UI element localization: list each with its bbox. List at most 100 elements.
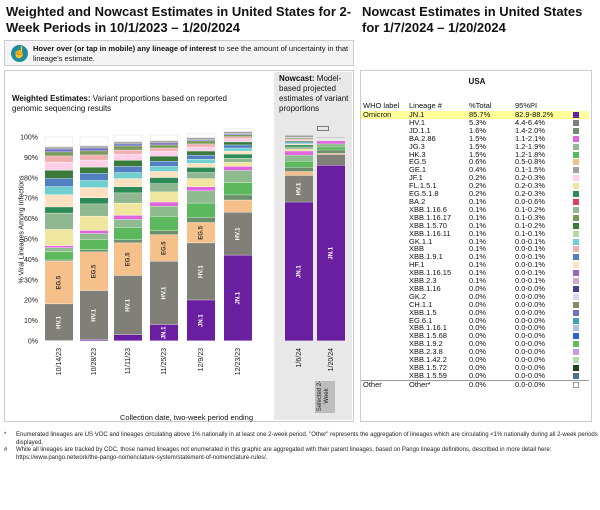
table-row[interactable]: XBB.1.16.11 0.1% 0.1-0.1% bbox=[361, 229, 589, 238]
cell-swatch bbox=[571, 198, 589, 206]
cell-pct: 0.0% bbox=[469, 307, 487, 317]
lineage-color-swatch bbox=[573, 285, 579, 292]
table-row[interactable]: GK.2 0.0% 0.0-0.0% bbox=[361, 291, 589, 301]
selected-period-marker[interactable] bbox=[315, 381, 335, 413]
cell-who bbox=[361, 230, 407, 238]
cell-lineage: GK.2 bbox=[409, 291, 427, 301]
footnote-mark: # bbox=[4, 447, 8, 453]
cell-who bbox=[361, 269, 407, 277]
col-pct-total: %Total bbox=[469, 100, 492, 110]
lineage-color-swatch bbox=[573, 159, 579, 166]
table-row[interactable]: GE.1 0.4% 0.1-1.5% bbox=[361, 166, 589, 174]
table-row[interactable]: XBB.1.5.72 0.0% 0.0-0.0% bbox=[361, 364, 589, 372]
table-row[interactable]: XBB.1.16.6 0.1% 0.1-0.2% bbox=[361, 204, 589, 214]
cell-lineage: GK.1.1 bbox=[409, 236, 433, 246]
nowcast-table-panel: USA WHO label Lineage # %Total 95%PI Omi… bbox=[360, 70, 592, 422]
table-row[interactable]: Omicron JN.1 85.7% 82.9-88.2% bbox=[361, 111, 589, 119]
y-axis-label: % Viral Lineages Among Infections bbox=[18, 175, 26, 284]
cell-lineage: JD.1.1 bbox=[409, 125, 431, 135]
table-row[interactable]: HV.1 5.3% 4.4-6.4% bbox=[361, 119, 589, 127]
table-row[interactable]: XBB.1.9.1 0.1% 0.0-0.1% bbox=[361, 253, 589, 261]
cell-pct: 0.0% bbox=[467, 379, 513, 389]
cell-pi: 0.0-0.1% bbox=[515, 268, 546, 278]
cell-who bbox=[361, 317, 407, 325]
table-row[interactable]: XBB.2.3 0.1% 0.0-0.1% bbox=[361, 277, 589, 285]
table-row[interactable]: EG.5 0.6% 0.5-0.8% bbox=[361, 158, 589, 166]
lineage-color-swatch bbox=[573, 143, 579, 150]
cell-pct: 0.1% bbox=[469, 196, 487, 206]
table-row[interactable]: XBB.1.5.59 0.0% 0.0-0.0% bbox=[361, 370, 589, 380]
cell-lineage: XBB.1.5.72 bbox=[409, 363, 447, 372]
table-row[interactable]: EG.5.1.8 0.2% 0.2-0.3% bbox=[361, 190, 589, 198]
table-row[interactable]: HF.1 0.1% 0.0-0.1% bbox=[361, 261, 589, 269]
table-row[interactable]: CH.1.1 0.0% 0.0-0.0% bbox=[361, 299, 589, 309]
hover-instructions-bold: Hover over (or tap in mobile) any lineag… bbox=[33, 44, 217, 53]
cell-pct: 0.1% bbox=[469, 268, 487, 278]
cell-pi: 1.2-1.8% bbox=[515, 149, 546, 159]
cell-pi: 4.4-6.4% bbox=[515, 117, 546, 127]
footnote-mark: * bbox=[4, 432, 7, 438]
lineage-color-swatch bbox=[573, 222, 579, 229]
cell-who bbox=[361, 301, 407, 309]
lineage-color-swatch bbox=[573, 309, 579, 316]
nowcast-title-rest: Model-based projected estimates of varia… bbox=[279, 74, 349, 113]
cell-pct: 0.0% bbox=[469, 283, 487, 293]
table-row[interactable]: XBB.1.5.70 0.1% 0.1-0.2% bbox=[361, 221, 589, 230]
cell-pi: 0.2-0.3% bbox=[515, 173, 546, 183]
cell-swatch bbox=[571, 182, 589, 190]
cell-who: Omicron bbox=[361, 111, 407, 119]
table-row[interactable]: BA.2 0.1% 0.0-0.6% bbox=[361, 198, 589, 206]
cell-who bbox=[361, 277, 407, 285]
cell-pi: 0.0-0.0% bbox=[515, 339, 546, 349]
table-row[interactable]: GK.1.1 0.1% 0.0-0.1% bbox=[361, 236, 589, 246]
table-row[interactable]: XBB.1.5.68 0.0% 0.0-0.0% bbox=[361, 332, 589, 340]
table-row[interactable]: XBB.1.16.1 0.0% 0.0-0.0% bbox=[361, 324, 589, 332]
cell-pct: 1.5% bbox=[469, 141, 487, 151]
cell-pct: 0.0% bbox=[469, 370, 487, 380]
cell-pct: 0.1% bbox=[469, 236, 487, 246]
lineage-color-swatch bbox=[573, 325, 579, 332]
cell-who bbox=[361, 127, 407, 135]
weighted-estimates-title: Weighted Estimates: Variant proportions … bbox=[12, 94, 252, 114]
lineage-color-swatch bbox=[573, 317, 579, 324]
cell-pi: 0.0-0.1% bbox=[515, 252, 546, 262]
table-row[interactable]: XBB.1.16 0.0% 0.0-0.0% bbox=[361, 285, 589, 293]
cell-swatch bbox=[571, 245, 589, 253]
table-row[interactable]: BA.2.86 1.5% 1.1-2.1% bbox=[361, 133, 589, 143]
col-who-label: WHO label bbox=[363, 100, 400, 110]
cell-pct: 0.1% bbox=[469, 212, 487, 222]
table-row[interactable]: XBB.2.3.8 0.0% 0.0-0.0% bbox=[361, 348, 589, 356]
cell-lineage: JG.3 bbox=[409, 141, 425, 151]
table-row[interactable]: FL.1.5.1 0.2% 0.2-0.3% bbox=[361, 182, 589, 190]
cell-pct: 0.1% bbox=[469, 244, 487, 254]
table-row[interactable]: XBB.1.42.2 0.0% 0.0-0.0% bbox=[361, 356, 589, 364]
table-row[interactable]: XBB.1.9.2 0.0% 0.0-0.0% bbox=[361, 340, 589, 348]
table-row[interactable]: XBB.1.16.15 0.1% 0.0-0.1% bbox=[361, 269, 589, 277]
cell-pi: 82.9-88.2% bbox=[513, 111, 571, 119]
cell-who bbox=[361, 143, 407, 151]
table-row[interactable]: Other Other* 0.0% 0.0-0.0% bbox=[361, 379, 589, 389]
table-row[interactable]: JD.1.1 1.6% 1.4-2.0% bbox=[361, 125, 589, 135]
lineage-color-swatch bbox=[573, 270, 579, 277]
cell-lineage: BA.2.86 bbox=[409, 133, 436, 143]
table-row[interactable]: XBB.1.16.17 0.1% 0.1-0.3% bbox=[361, 212, 589, 222]
footnote-text: While all lineages are tracked by CDC, t… bbox=[16, 447, 552, 461]
cell-pct: 0.4% bbox=[469, 165, 487, 175]
table-row[interactable]: XBB 0.1% 0.0-0.1% bbox=[361, 245, 589, 253]
table-row[interactable]: EG.6.1 0.0% 0.0-0.0% bbox=[361, 316, 589, 325]
table-row[interactable]: HK.3 1.5% 1.2-1.8% bbox=[361, 149, 589, 159]
cell-lineage: XBB.1.42.2 bbox=[409, 355, 447, 365]
cell-lineage: XBB.1.16.6 bbox=[409, 204, 447, 214]
cell-pct: 0.0% bbox=[469, 339, 487, 349]
lineage-color-swatch bbox=[573, 381, 579, 388]
cell-pi: 0.0-0.6% bbox=[515, 196, 546, 206]
cell-swatch bbox=[571, 285, 589, 293]
cell-swatch bbox=[571, 379, 589, 389]
cell-pct: 0.1% bbox=[469, 252, 487, 262]
table-row[interactable]: XBB.1.5 0.0% 0.0-0.0% bbox=[361, 307, 589, 317]
hover-instructions: ☝ Hover over (or tap in mobile) any line… bbox=[4, 40, 354, 66]
table-row[interactable]: JG.3 1.5% 1.2-1.9% bbox=[361, 141, 589, 151]
cell-pct: 0.2% bbox=[469, 181, 487, 191]
table-row[interactable]: JF.1 0.2% 0.2-0.3% bbox=[361, 174, 589, 182]
cell-lineage: CH.1.1 bbox=[409, 299, 433, 309]
